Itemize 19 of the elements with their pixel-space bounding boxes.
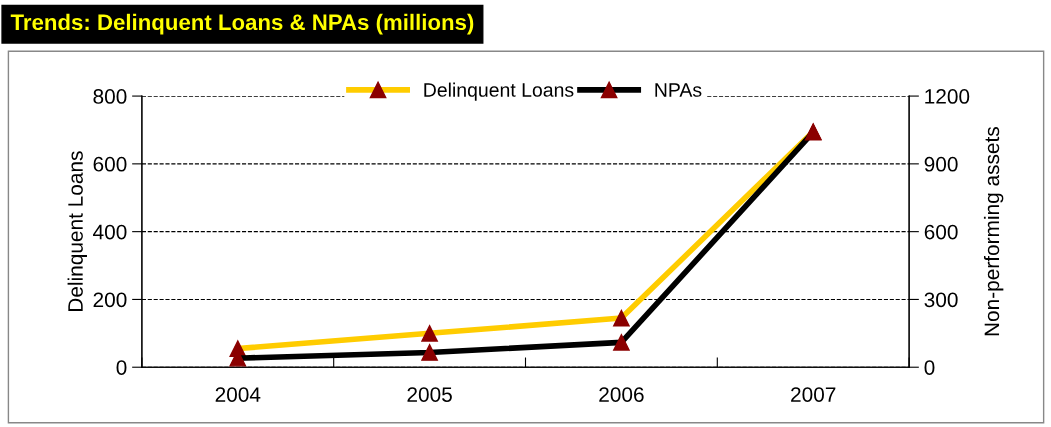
legend-label: Delinquent Loans (424, 82, 574, 101)
x-tick-label: 2004 (215, 387, 261, 402)
y-tick-label: 0 (116, 360, 127, 375)
y-axis-title: Delinquent Loans (67, 151, 87, 312)
x-tick-label: 2005 (407, 387, 452, 402)
y2-tick-label: 0 (924, 360, 935, 375)
y2-tick-label: 600 (924, 224, 958, 240)
x-tick-label: 2006 (599, 387, 644, 402)
y2-tick-label: 1200 (925, 89, 970, 104)
y-tick-label: 200 (93, 292, 127, 308)
y2-tick-label: 300 (924, 292, 958, 308)
chart-title: Trends: Delinquent Loans & NPAs (millions) (10, 13, 474, 35)
y-tick-label: 800 (93, 89, 127, 104)
x-tick-label: 2007 (791, 387, 836, 402)
legend-label: NPAs (655, 83, 702, 97)
y-tick-label: 600 (93, 156, 127, 172)
y-tick-label: 400 (93, 224, 127, 240)
y2-tick-label: 900 (924, 156, 958, 172)
y2-axis-title: Non-performing assets (983, 127, 1004, 336)
